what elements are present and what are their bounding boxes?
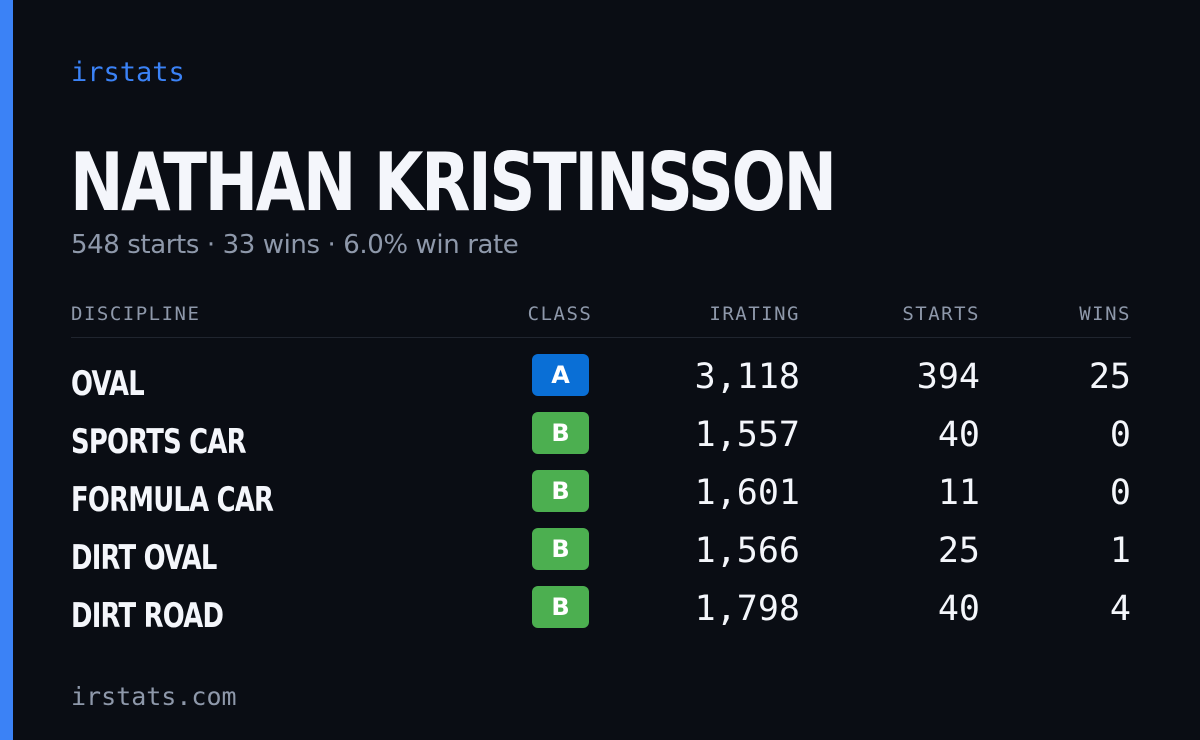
table-row: DIRT OVAL B 1,566 25 1 — [71, 528, 1131, 586]
footer-url: irstats.com — [71, 682, 237, 711]
header-wins: WINS — [1079, 303, 1131, 325]
header-irating: IRATING — [709, 303, 800, 325]
header-discipline: DISCIPLINE — [71, 303, 201, 325]
class-badge: B — [532, 470, 589, 512]
starts-value: 394 — [916, 357, 980, 397]
header-class: CLASS — [527, 303, 593, 325]
driver-summary: 548 starts · 33 wins · 6.0% win rate — [71, 230, 519, 260]
irating-value: 1,557 — [694, 415, 800, 455]
wins-value: 4 — [1109, 589, 1131, 629]
wins-value: 0 — [1109, 415, 1131, 455]
table-header: DISCIPLINE CLASS IRATING STARTS WINS — [71, 298, 1131, 338]
table-row: OVAL A 3,118 394 25 — [71, 354, 1131, 412]
irating-value: 1,798 — [694, 589, 800, 629]
table-body: OVAL A 3,118 394 25 SPORTS CAR B 1,557 4… — [71, 354, 1131, 644]
wins-value: 0 — [1109, 473, 1131, 513]
class-badge: A — [532, 354, 589, 396]
discipline-label: FORMULA CAR — [71, 480, 274, 520]
starts-value: 25 — [937, 531, 980, 571]
class-badge: B — [532, 586, 589, 628]
discipline-label: SPORTS CAR — [71, 422, 247, 462]
starts-value: 11 — [937, 473, 980, 513]
discipline-label: DIRT ROAD — [71, 596, 224, 636]
wins-value: 25 — [1088, 357, 1131, 397]
irating-value: 3,118 — [694, 357, 800, 397]
accent-bar — [0, 0, 13, 740]
table-row: DIRT ROAD B 1,798 40 4 — [71, 586, 1131, 644]
wins-value: 1 — [1109, 531, 1131, 571]
discipline-label: OVAL — [71, 364, 145, 404]
discipline-label: DIRT OVAL — [71, 538, 217, 578]
table-row: SPORTS CAR B 1,557 40 0 — [71, 412, 1131, 470]
class-badge: B — [532, 528, 589, 570]
header-starts: STARTS — [902, 303, 980, 325]
starts-value: 40 — [937, 415, 980, 455]
driver-name: NATHAN KRISTINSSON — [70, 136, 837, 229]
starts-value: 40 — [937, 589, 980, 629]
brand-logo-text: irstats — [71, 57, 185, 88]
irating-value: 1,601 — [694, 473, 800, 513]
class-badge: B — [532, 412, 589, 454]
table-row: FORMULA CAR B 1,601 11 0 — [71, 470, 1131, 528]
stats-table: DISCIPLINE CLASS IRATING STARTS WINS OVA… — [71, 298, 1131, 636]
irating-value: 1,566 — [694, 531, 800, 571]
